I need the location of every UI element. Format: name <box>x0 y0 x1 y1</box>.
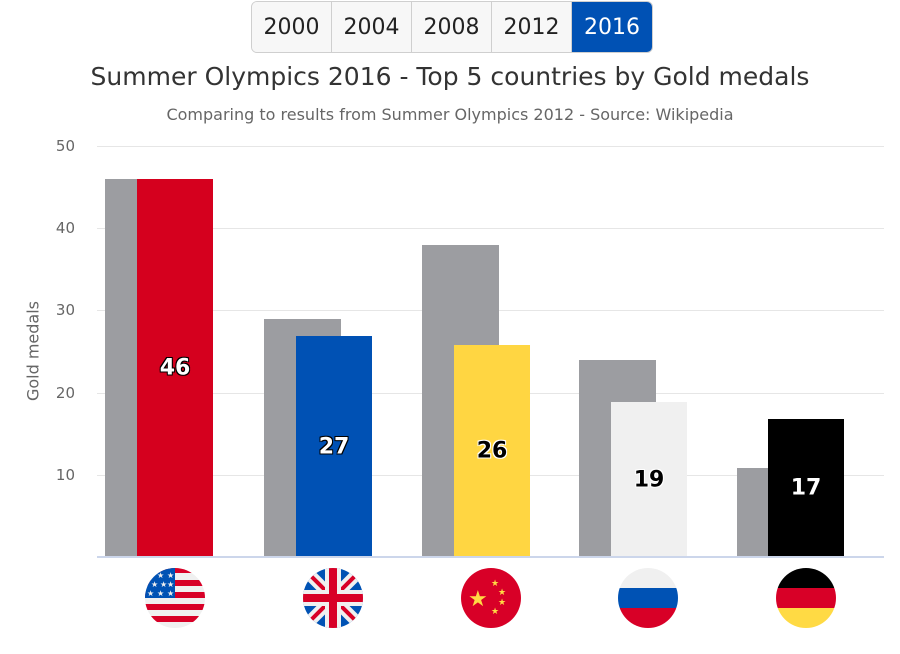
gridline <box>97 146 884 147</box>
svg-text:★: ★ <box>498 588 506 598</box>
y-tick-30: 30 <box>55 301 75 319</box>
data-label: 19 <box>633 467 665 492</box>
svg-text:★: ★ <box>157 571 164 580</box>
russia-flag-icon <box>618 568 678 628</box>
svg-text:★: ★ <box>151 580 158 589</box>
china-flag-icon: ★ ★ ★ ★ ★ <box>461 568 521 628</box>
year-button-2012[interactable]: 2012 <box>492 2 572 52</box>
data-label: 27 <box>318 434 350 459</box>
year-button-2000[interactable]: 2000 <box>252 2 332 52</box>
y-tick-40: 40 <box>55 219 75 237</box>
x-axis-line <box>97 556 884 558</box>
year-selector: 2000 2004 2008 2012 2016 <box>251 1 653 53</box>
bar-2016-germany[interactable]: 17 <box>768 419 844 557</box>
us-flag-icon: ★ ★ ★ ★ ★ ★ ★ ★ <box>145 568 205 628</box>
bar-2016-great-britain[interactable]: 27 <box>296 336 372 557</box>
svg-text:★: ★ <box>147 589 154 598</box>
svg-text:★: ★ <box>491 607 499 617</box>
svg-text:★: ★ <box>167 580 174 589</box>
data-label: 26 <box>476 438 508 464</box>
svg-text:★: ★ <box>491 579 499 589</box>
svg-text:★: ★ <box>468 587 488 612</box>
data-label: 17 <box>790 475 822 501</box>
svg-text:★: ★ <box>160 580 167 589</box>
data-label: 46 <box>159 355 191 381</box>
chart-subtitle: Comparing to results from Summer Olympic… <box>166 105 734 124</box>
year-button-2016[interactable]: 2016 <box>572 2 652 52</box>
svg-text:★: ★ <box>157 589 164 598</box>
y-tick-10: 10 <box>55 466 75 484</box>
gridline <box>97 228 884 229</box>
bar-2016-united-states[interactable]: 46 <box>137 179 213 557</box>
year-button-2008[interactable]: 2008 <box>412 2 492 52</box>
svg-text:★: ★ <box>498 598 506 608</box>
germany-flag-icon <box>776 568 836 628</box>
bar-2016-russia[interactable]: 19 <box>611 402 687 557</box>
year-button-2004[interactable]: 2004 <box>332 2 412 52</box>
svg-text:★: ★ <box>167 571 174 580</box>
y-tick-20: 20 <box>55 384 75 402</box>
uk-flag-icon <box>303 568 363 628</box>
chart-title: Summer Olympics 2016 - Top 5 countries b… <box>90 62 810 91</box>
svg-text:★: ★ <box>167 589 174 598</box>
bar-2016-china[interactable]: 26 <box>454 345 530 557</box>
y-tick-50: 50 <box>55 137 75 155</box>
